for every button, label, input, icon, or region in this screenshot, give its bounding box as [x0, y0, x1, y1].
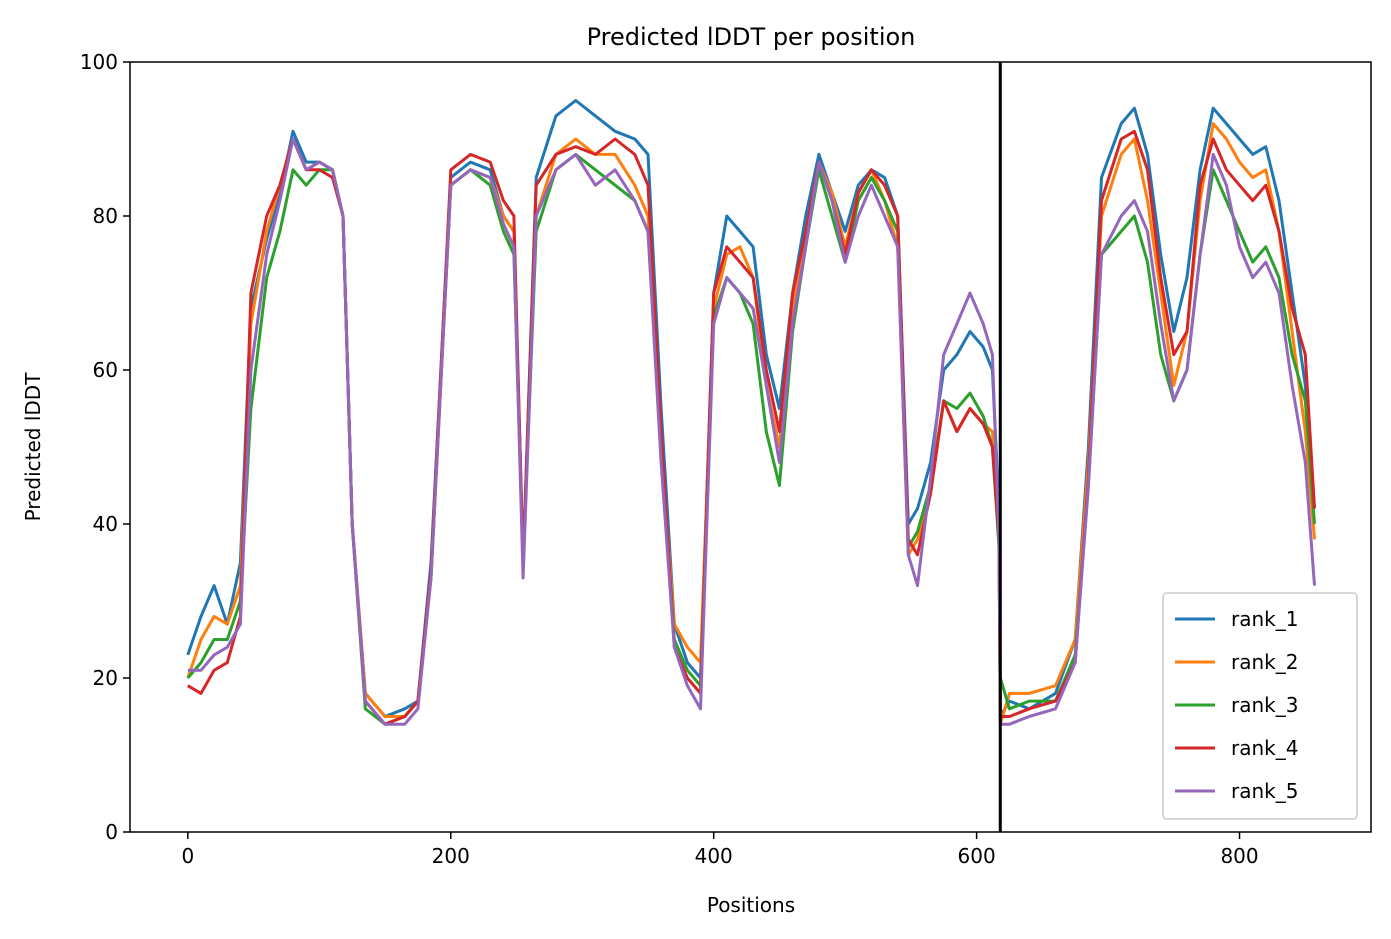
x-tick-label: 200: [432, 844, 470, 868]
y-axis-title: Predicted lDDT: [21, 372, 45, 522]
legend-label: rank_5: [1231, 779, 1298, 803]
x-tick-label: 600: [958, 844, 996, 868]
legend-label: rank_1: [1231, 607, 1298, 631]
y-tick-label: 80: [93, 204, 118, 228]
y-tick-label: 60: [93, 358, 118, 382]
y-tick-label: 40: [93, 512, 118, 536]
y-axis-ticks: 0 20 40 60 80 100: [80, 50, 130, 844]
legend-label: rank_3: [1231, 693, 1298, 717]
legend: rank_1 rank_2 rank_3 rank_4 rank_5: [1162, 592, 1358, 820]
series-lines: [186, 99, 1316, 726]
x-tick-label: 400: [695, 844, 733, 868]
x-axis-ticks: 0 200 400 600 800: [181, 832, 1259, 868]
x-axis-title: Positions: [707, 893, 795, 917]
y-tick-label: 100: [80, 50, 118, 74]
y-tick-label: 0: [105, 820, 118, 844]
series-line-rank-5: [187, 137, 1316, 726]
legend-label: rank_4: [1231, 736, 1298, 760]
x-tick-label: 0: [181, 844, 194, 868]
x-tick-label: 800: [1220, 844, 1258, 868]
plot-frame: [129, 61, 1372, 833]
chart-title: Predicted lDDT per position: [587, 23, 916, 51]
legend-label: rank_2: [1231, 650, 1298, 674]
y-tick-label: 20: [93, 666, 118, 690]
legend-box: [1162, 592, 1358, 820]
